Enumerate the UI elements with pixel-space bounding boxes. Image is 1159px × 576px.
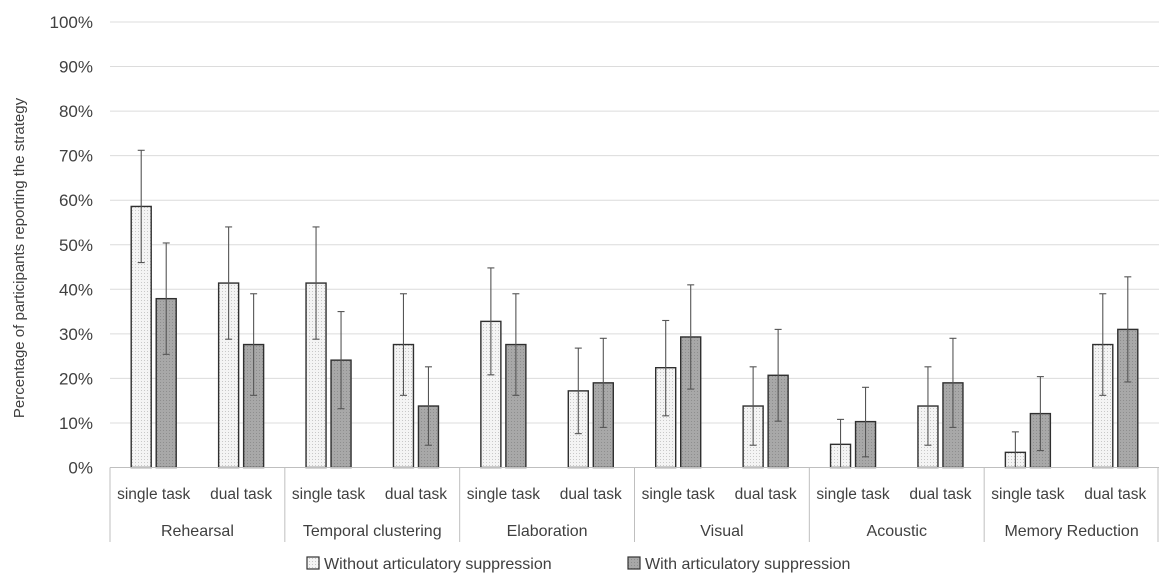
x-tick-label: dual task: [210, 486, 272, 503]
error-bar-with: [687, 284, 695, 390]
error-bar-without: [924, 366, 932, 446]
y-tick-label: 70%: [59, 147, 93, 166]
error-bar-without: [574, 347, 582, 435]
y-tick-label: 60%: [59, 191, 93, 210]
y-tick-label: 20%: [59, 369, 93, 388]
error-bar-without: [399, 293, 407, 396]
error-bar-with: [512, 293, 520, 396]
error-bar-with: [1036, 376, 1044, 452]
error-bar-with: [862, 386, 870, 458]
y-tick-label: 90%: [59, 58, 93, 77]
error-bar-with: [337, 311, 345, 410]
error-bar-without: [1099, 293, 1107, 396]
x-tick-label: single task: [991, 486, 1064, 503]
error-bar-with: [949, 337, 957, 428]
y-tick-label: 50%: [59, 236, 93, 255]
y-tick-label: 0%: [68, 459, 93, 478]
x-tick-label: single task: [467, 486, 540, 503]
y-tick-label: 100%: [50, 13, 93, 32]
group-label: Memory Reduction: [1004, 523, 1138, 540]
error-bar-without: [312, 226, 320, 340]
y-tick-label: 40%: [59, 280, 93, 299]
x-tick-label: dual task: [560, 486, 622, 503]
x-tick-label: dual task: [735, 486, 797, 503]
error-bar-without: [225, 226, 233, 340]
error-bar-with: [599, 337, 607, 428]
error-bar-with: [162, 242, 170, 355]
x-axis: single task dual task Rehearsal single task…: [109, 467, 1159, 542]
error-bar-with: [424, 366, 432, 446]
group-label: Elaboration: [507, 523, 588, 540]
bars: [130, 205, 1139, 469]
x-tick-label: dual task: [1084, 486, 1146, 503]
legend-label-with: With articulatory suppression: [645, 556, 850, 573]
error-bar-without: [749, 366, 757, 446]
group-label: Temporal clustering: [303, 523, 442, 540]
y-axis-ticks: 0% 10% 20% 30% 40% 50% 60% 70% 80% 90% 100%: [50, 13, 93, 478]
error-bar-without: [487, 267, 495, 376]
gridlines: [110, 21, 1159, 424]
error-bar-with: [250, 293, 258, 396]
legend-swatch-without: [306, 556, 320, 570]
y-axis-label: Percentage of participants reporting the…: [11, 97, 28, 418]
error-bar-with: [774, 328, 782, 422]
x-tick-label: dual task: [909, 486, 971, 503]
legend: Without articulatory suppression With ar…: [306, 556, 850, 573]
x-tick-label: single task: [117, 486, 190, 503]
error-bar-without: [137, 149, 145, 264]
group-label: Visual: [700, 523, 743, 540]
x-tick-label: dual task: [385, 486, 447, 503]
group-label: Rehearsal: [161, 523, 234, 540]
legend-swatch-with: [627, 556, 641, 570]
error-bar-without: [662, 319, 670, 417]
error-bars: [137, 149, 1132, 469]
legend-label-without: Without articulatory suppression: [324, 556, 552, 573]
group-label: Acoustic: [867, 523, 927, 540]
y-tick-label: 30%: [59, 325, 93, 344]
y-tick-label: 10%: [59, 414, 93, 433]
error-bar-with: [1124, 276, 1132, 383]
y-tick-label: 80%: [59, 102, 93, 121]
x-tick-label: single task: [642, 486, 715, 503]
x-tick-label: single task: [816, 486, 889, 503]
x-tick-label: single task: [292, 486, 365, 503]
